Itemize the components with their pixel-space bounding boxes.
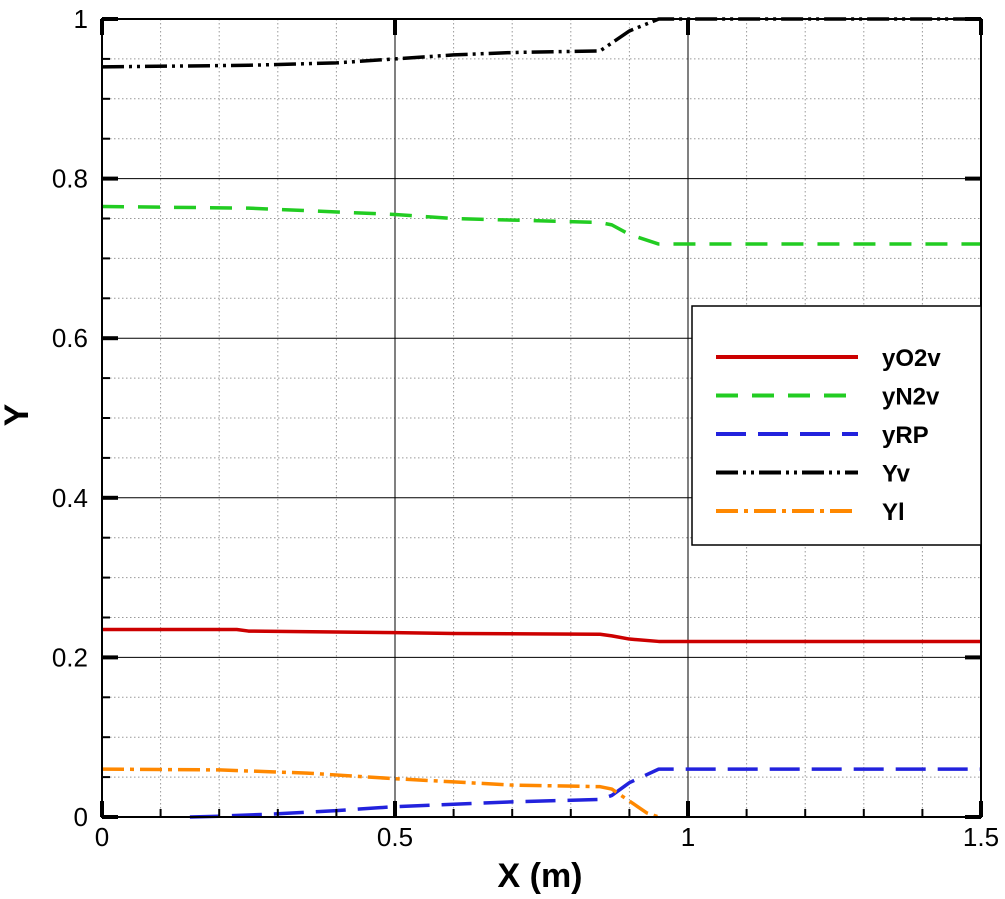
legend-label-yo2v: yO2v	[882, 345, 941, 372]
y-tick-label: 0.2	[52, 642, 88, 672]
x-tick-label: 0.5	[377, 822, 413, 852]
series-line-yv	[101, 17, 981, 69]
series-line-yrp	[189, 767, 981, 819]
x-tick-labels: 0 0.5 1 1.5	[95, 822, 999, 852]
series-lines	[101, 17, 981, 819]
x-axis-title: X (m)	[498, 857, 583, 895]
legend-label-yrp: yRP	[882, 422, 929, 449]
x-tick-label: 1	[681, 822, 695, 852]
series-line-yo2v	[102, 627, 981, 644]
legend-label-yv: Yv	[882, 461, 911, 488]
legend-box	[691, 305, 982, 546]
y-tick-label: 0	[74, 802, 88, 832]
y-tick-label: 0.8	[52, 164, 88, 194]
x-tick-label: 0	[95, 822, 109, 852]
series-line-yl	[101, 767, 660, 819]
y-axis-title: Y	[0, 403, 36, 426]
y-tick-label: 0.4	[52, 483, 88, 513]
major-gridlines	[102, 19, 981, 817]
legend-label-yn2v: yN2v	[882, 384, 940, 411]
legend: yO2v yN2v yRP Yv Yl	[691, 305, 982, 546]
y-tick-labels: 0 0.2 0.4 0.6 0.8 1	[52, 4, 88, 832]
series-line-yn2v	[101, 204, 981, 246]
legend-label-yl: Yl	[882, 499, 905, 526]
y-tick-label: 0.6	[52, 323, 88, 353]
x-tick-label: 1.5	[963, 822, 999, 852]
y-tick-label: 1	[74, 4, 88, 34]
